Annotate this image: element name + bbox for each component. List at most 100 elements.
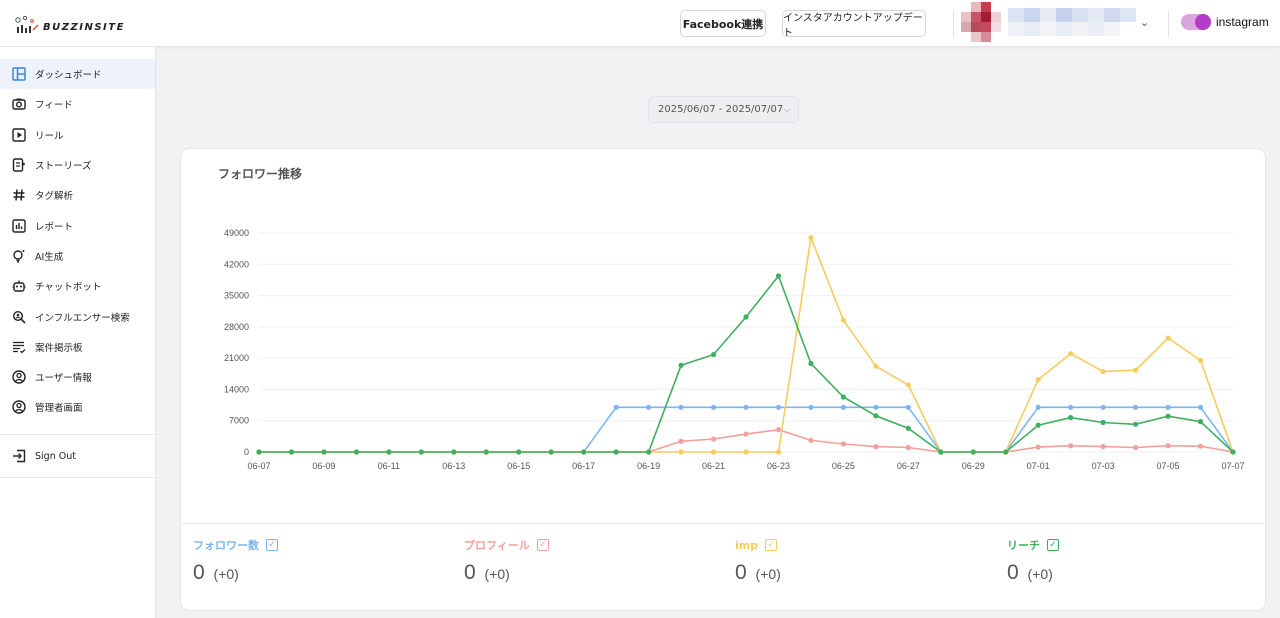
data-point bbox=[646, 404, 652, 410]
camera-icon bbox=[12, 97, 26, 111]
data-point bbox=[646, 449, 652, 455]
metric-reach-checkbox[interactable]: ✓ bbox=[1047, 539, 1059, 551]
metric-followers-checkbox[interactable]: ✓ bbox=[266, 539, 278, 551]
data-point bbox=[1068, 404, 1074, 410]
sidebar-item-chatbot[interactable]: チャットボット bbox=[0, 271, 155, 301]
sidebar-item-influencer-search[interactable]: インフルエンサー検索 bbox=[0, 301, 155, 331]
play-icon bbox=[12, 128, 26, 142]
instagram-account-update-button[interactable]: インスタアカウントアップデート bbox=[782, 10, 926, 39]
admin-circle-icon bbox=[12, 400, 26, 415]
data-point bbox=[743, 314, 749, 320]
data-point bbox=[1068, 443, 1074, 449]
platform-toggle[interactable] bbox=[1181, 14, 1211, 30]
metric-profile-checkbox[interactable]: ✓ bbox=[536, 539, 549, 551]
app-logo[interactable]: BUZZINSITE bbox=[14, 12, 125, 34]
data-point bbox=[970, 449, 976, 455]
sidebar-nav: ダッシュボード フィード リール ストーリーズ タグ解析 レポート AI生成 bbox=[0, 47, 155, 423]
y-tick-label: 49000 bbox=[224, 228, 249, 238]
sidebar-item-label: 管理者画面 bbox=[35, 403, 83, 415]
sidebar-item-project-board[interactable]: 案件掲示板 bbox=[0, 332, 155, 362]
data-point bbox=[613, 449, 619, 455]
report-icon bbox=[12, 218, 26, 233]
data-point bbox=[678, 438, 684, 444]
metric-imp-checkbox[interactable]: ✓ bbox=[765, 539, 778, 551]
metric-value-row: 0 (+0) bbox=[735, 561, 781, 585]
data-point bbox=[1100, 368, 1106, 375]
metric-label: フォロワー数 bbox=[193, 539, 259, 552]
x-tick-label: 06-27 bbox=[897, 461, 920, 471]
metric-value: 0 bbox=[1007, 561, 1019, 584]
sidebar-item-feed[interactable]: フィード bbox=[0, 89, 155, 119]
metric-delta: (+0) bbox=[213, 566, 239, 582]
search-person-icon bbox=[12, 310, 26, 324]
metric-profile: プロフィール ✓ 0 (+0) bbox=[464, 537, 549, 585]
data-point bbox=[483, 449, 489, 455]
data-point bbox=[451, 449, 457, 455]
data-point bbox=[1133, 421, 1139, 427]
y-tick-label: 35000 bbox=[224, 291, 249, 301]
sidebar-item-label: ストーリーズ bbox=[35, 161, 92, 173]
sidebar-item-ai-generation[interactable]: AI生成 bbox=[0, 241, 155, 271]
x-tick-label: 06-23 bbox=[767, 461, 790, 471]
metric-value: 0 bbox=[193, 561, 205, 584]
top-header: BUZZINSITE Facebook連携 インスタアカウントアップデート ⌄ … bbox=[0, 0, 1280, 47]
data-point bbox=[808, 404, 814, 410]
data-point bbox=[1133, 367, 1139, 373]
sidebar-item-label: レポート bbox=[35, 221, 74, 233]
data-point bbox=[873, 444, 879, 450]
sidebar-item-admin[interactable]: 管理者画面 bbox=[0, 392, 155, 422]
data-point bbox=[775, 404, 782, 410]
account-avatar[interactable] bbox=[961, 2, 1001, 42]
sign-out-button[interactable]: Sign Out bbox=[0, 441, 155, 471]
data-point bbox=[840, 404, 847, 410]
data-point bbox=[678, 362, 684, 368]
metric-delta: (+0) bbox=[755, 566, 781, 582]
account-name-blurred[interactable] bbox=[1008, 8, 1136, 36]
sidebar-divider bbox=[0, 434, 155, 435]
sidebar-item-stories[interactable]: ストーリーズ bbox=[0, 150, 155, 180]
data-point bbox=[256, 449, 262, 455]
date-range-picker[interactable]: 2025/06/07 - 2025/07/07 ⌵ bbox=[648, 96, 799, 123]
y-tick-label: 0 bbox=[244, 447, 249, 457]
data-point bbox=[418, 449, 424, 455]
data-point bbox=[386, 449, 392, 455]
account-chevron-down-icon[interactable]: ⌄ bbox=[1140, 16, 1150, 29]
data-point bbox=[1165, 413, 1171, 419]
data-point bbox=[873, 363, 879, 369]
data-point bbox=[1003, 449, 1009, 455]
sidebar-item-reels[interactable]: リール bbox=[0, 120, 155, 150]
sidebar-item-dashboard[interactable]: ダッシュボード bbox=[0, 59, 155, 90]
data-point bbox=[1035, 376, 1041, 383]
metric-followers: フォロワー数 ✓ 0 (+0) bbox=[193, 537, 278, 585]
x-tick-label: 06-15 bbox=[507, 461, 530, 471]
data-point bbox=[808, 437, 814, 443]
sidebar: ダッシュボード フィード リール ストーリーズ タグ解析 レポート AI生成 bbox=[0, 47, 156, 618]
user-circle-icon bbox=[12, 370, 26, 384]
sidebar-item-label: ダッシュボード bbox=[35, 70, 102, 82]
data-point bbox=[808, 234, 814, 241]
sidebar-item-tag-analysis[interactable]: タグ解析 bbox=[0, 180, 155, 210]
data-point bbox=[840, 441, 847, 447]
metric-followers-label-row: フォロワー数 ✓ bbox=[193, 537, 278, 553]
facebook-connect-button[interactable]: Facebook連携 bbox=[680, 10, 766, 37]
data-point bbox=[1230, 449, 1236, 455]
x-tick-label: 06-25 bbox=[832, 461, 855, 471]
data-point bbox=[516, 449, 522, 455]
data-point bbox=[775, 273, 782, 279]
data-point bbox=[743, 449, 749, 455]
data-point bbox=[743, 431, 749, 437]
data-point bbox=[1165, 404, 1171, 410]
sidebar-item-user-info[interactable]: ユーザー情報 bbox=[0, 362, 155, 392]
series-line bbox=[259, 406, 1234, 453]
y-tick-label: 21000 bbox=[224, 353, 249, 363]
data-point bbox=[1068, 414, 1074, 421]
logo-text: BUZZINSITE bbox=[43, 22, 125, 33]
data-point bbox=[1100, 404, 1106, 410]
sidebar-divider bbox=[0, 477, 155, 478]
data-point bbox=[548, 449, 554, 455]
y-tick-label: 14000 bbox=[224, 384, 249, 394]
x-tick-label: 06-17 bbox=[572, 461, 595, 471]
sidebar-item-label: チャットボット bbox=[35, 282, 102, 294]
sidebar-item-report[interactable]: レポート bbox=[0, 210, 155, 240]
data-point bbox=[775, 427, 782, 433]
